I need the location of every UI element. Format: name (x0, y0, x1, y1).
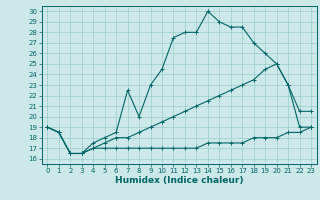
X-axis label: Humidex (Indice chaleur): Humidex (Indice chaleur) (115, 176, 244, 185)
